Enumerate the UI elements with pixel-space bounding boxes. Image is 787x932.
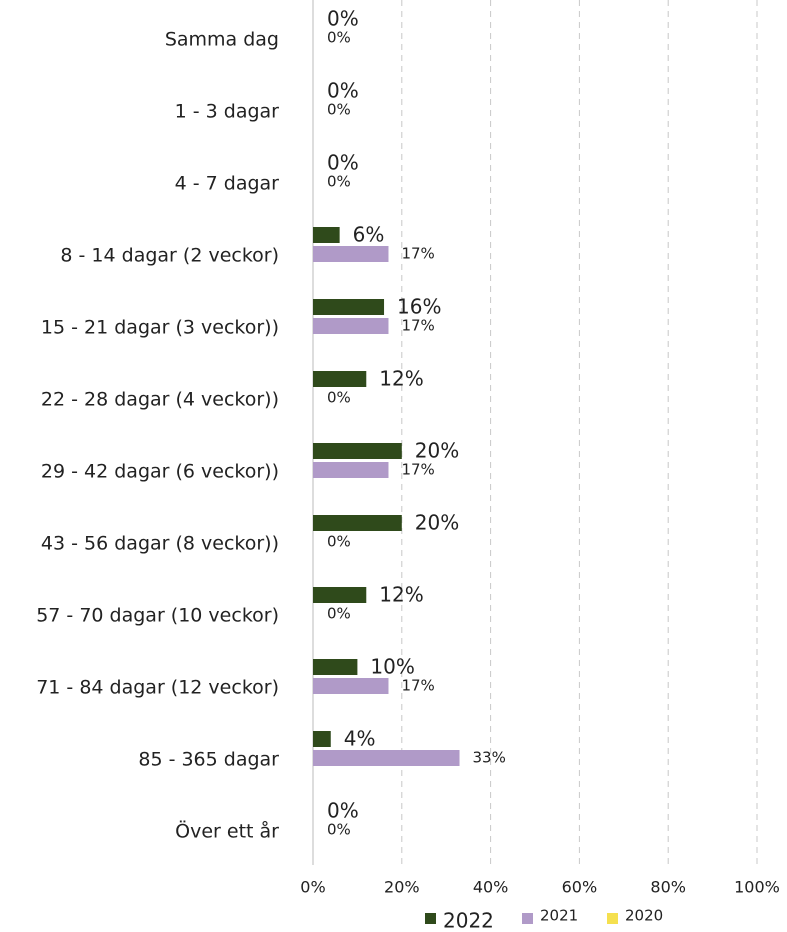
value-label: 0%: [327, 151, 359, 175]
value-label: 0%: [327, 7, 359, 31]
bar: [313, 587, 367, 603]
value-label: 16%: [397, 295, 441, 319]
value-label: 0%: [327, 173, 351, 191]
value-label: 4%: [344, 727, 376, 751]
category-label: 85 - 365 dagar: [138, 749, 279, 771]
legend-label: 2021: [540, 907, 578, 925]
bar: [313, 515, 402, 531]
category-label: 8 - 14 dagar (2 veckor): [60, 245, 279, 267]
value-label: 0%: [327, 101, 351, 119]
value-label: 33%: [473, 749, 506, 767]
value-label: 0%: [327, 29, 351, 47]
category-label: 22 - 28 dagar (4 veckor)): [41, 389, 279, 411]
value-label: 20%: [415, 439, 459, 463]
value-label: 12%: [379, 583, 423, 607]
category-label: Över ett år: [175, 820, 279, 843]
bar: [313, 731, 331, 747]
value-label: 17%: [401, 317, 434, 335]
value-label: 12%: [379, 367, 423, 391]
category-label: 29 - 42 dagar (6 veckor)): [41, 461, 279, 483]
value-label: 0%: [327, 799, 359, 823]
bar: [313, 750, 460, 766]
bar: [313, 443, 402, 459]
category-label: 71 - 84 dagar (12 veckor): [36, 677, 279, 699]
value-label: 17%: [401, 677, 434, 695]
legend-swatch: [607, 913, 618, 924]
legend-label: 2020: [625, 907, 663, 925]
category-label: 1 - 3 dagar: [175, 101, 280, 123]
value-label: 17%: [401, 461, 434, 479]
category-label: 15 - 21 dagar (3 veckor)): [41, 317, 279, 339]
value-label: 10%: [370, 655, 414, 679]
x-tick-label: 60%: [562, 878, 598, 897]
x-tick-label: 0%: [300, 878, 325, 897]
value-label: 0%: [327, 389, 351, 407]
bar: [313, 227, 340, 243]
x-tick-label: 40%: [473, 878, 509, 897]
category-label: 4 - 7 dagar: [175, 173, 280, 195]
value-label: 0%: [327, 821, 351, 839]
bar: [313, 462, 389, 478]
bar: [313, 678, 389, 694]
legend-label: 2022: [443, 909, 494, 932]
legend-swatch: [425, 913, 436, 924]
value-label: 17%: [401, 245, 434, 263]
category-label: 57 - 70 dagar (10 veckor): [36, 605, 279, 627]
bar: [313, 318, 389, 334]
x-tick-label: 100%: [734, 878, 780, 897]
bar: [313, 371, 367, 387]
x-tick-label: 80%: [650, 878, 686, 897]
x-tick-label: 20%: [384, 878, 420, 897]
value-label: 0%: [327, 533, 351, 551]
bar: [313, 299, 385, 315]
legend-swatch: [522, 913, 533, 924]
value-label: 0%: [327, 605, 351, 623]
value-label: 6%: [353, 223, 385, 247]
bar: [313, 246, 389, 262]
category-label: Samma dag: [165, 29, 279, 51]
bar: [313, 659, 358, 675]
value-label: 0%: [327, 79, 359, 103]
value-label: 20%: [415, 511, 459, 535]
category-label: 43 - 56 dagar (8 veckor)): [41, 533, 279, 555]
